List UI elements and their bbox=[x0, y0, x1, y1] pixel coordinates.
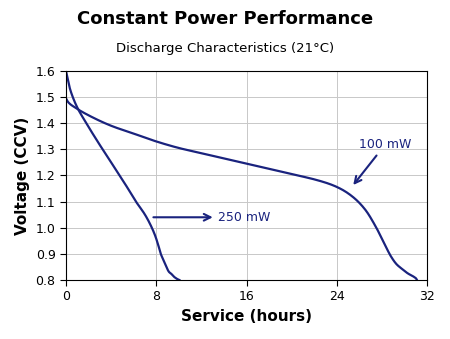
Text: 100 mW: 100 mW bbox=[355, 138, 412, 183]
Y-axis label: Voltage (CCV): Voltage (CCV) bbox=[15, 116, 30, 235]
X-axis label: Service (hours): Service (hours) bbox=[181, 309, 312, 324]
Text: 250 mW: 250 mW bbox=[153, 211, 271, 224]
Text: Constant Power Performance: Constant Power Performance bbox=[77, 10, 373, 28]
Text: Discharge Characteristics (21°C): Discharge Characteristics (21°C) bbox=[116, 42, 334, 55]
